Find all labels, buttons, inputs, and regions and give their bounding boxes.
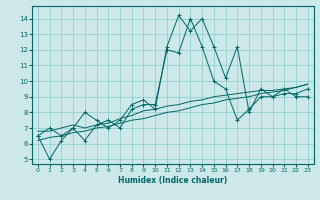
X-axis label: Humidex (Indice chaleur): Humidex (Indice chaleur) xyxy=(118,176,228,185)
